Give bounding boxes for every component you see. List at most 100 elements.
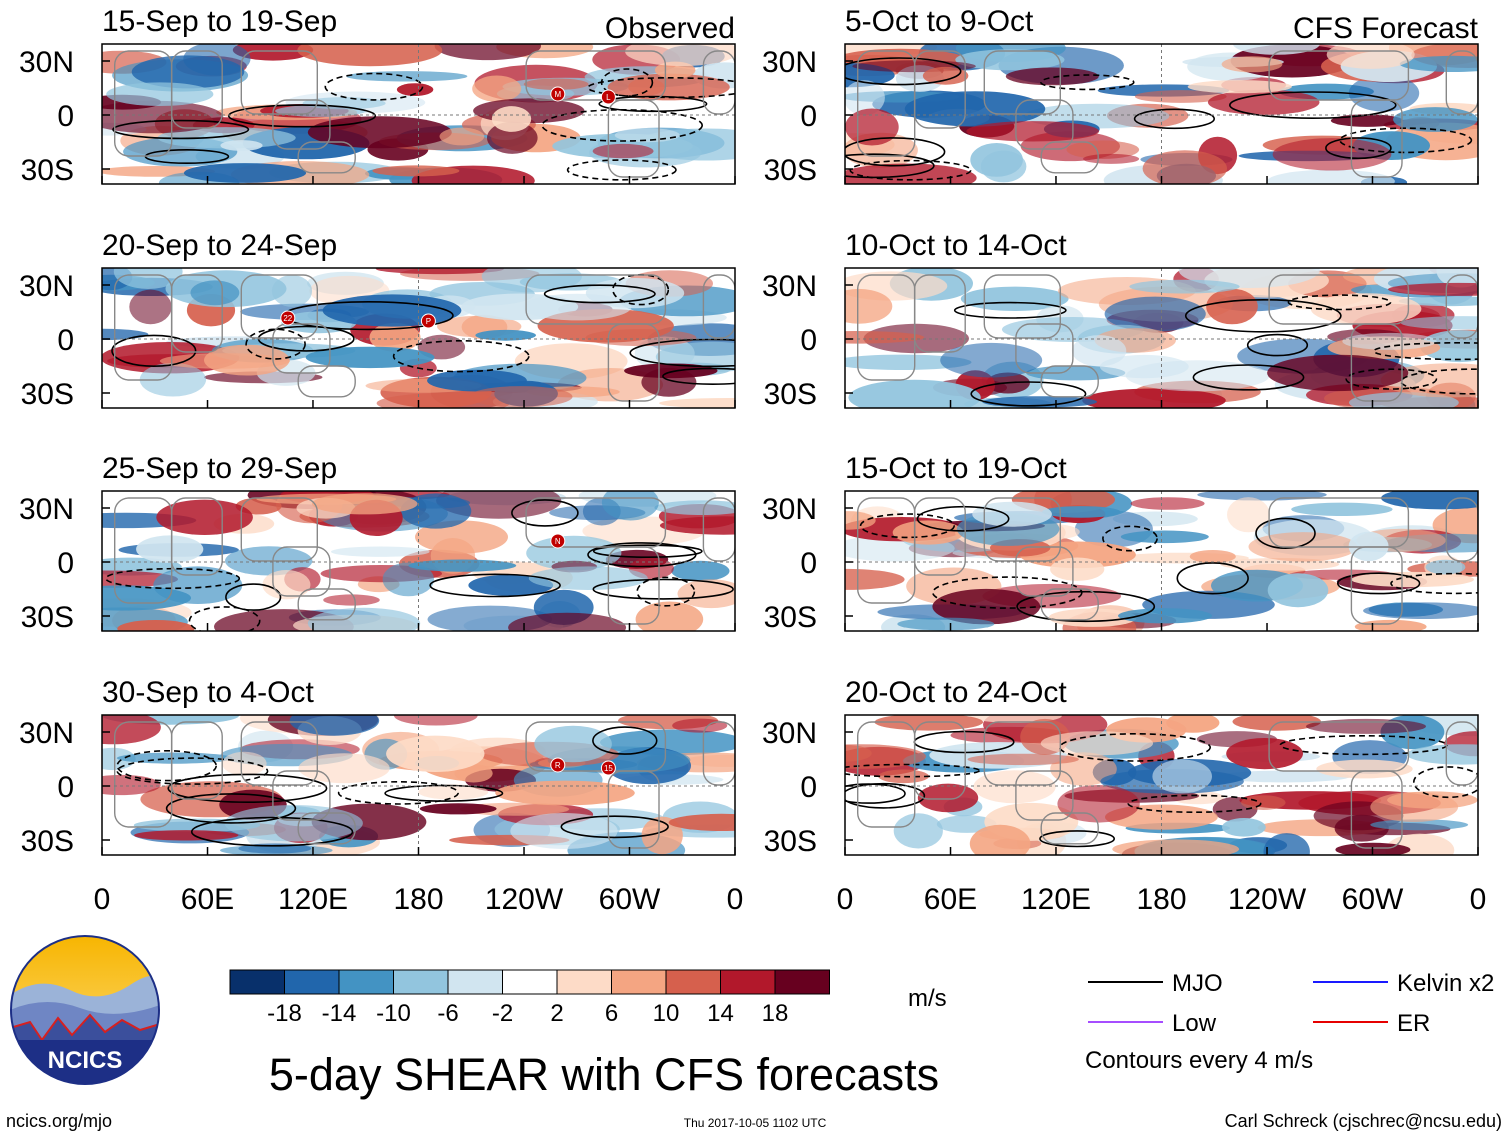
mjo-contour bbox=[849, 159, 972, 181]
storm-label: 22 bbox=[283, 314, 292, 323]
mjo-contour bbox=[105, 567, 241, 590]
forecast-panel-4: 20-Oct to 24-Oct 30N 0 30S bbox=[762, 676, 1479, 858]
coastline bbox=[170, 274, 223, 353]
mjo-contour bbox=[384, 784, 504, 802]
lat-label: 0 bbox=[800, 100, 817, 133]
lat-label: 0 bbox=[800, 547, 817, 580]
shear-anomaly-blob bbox=[417, 334, 466, 360]
panel-period: 15-Sep to 19-Sep bbox=[102, 5, 337, 38]
shear-anomaly-blob bbox=[134, 830, 239, 841]
coastline bbox=[272, 770, 331, 821]
shear-anomaly-blob bbox=[427, 369, 527, 392]
shear-anomaly-blob bbox=[1310, 293, 1422, 325]
coastline bbox=[702, 274, 735, 339]
mjo-contour bbox=[429, 573, 561, 598]
coastline bbox=[1350, 323, 1403, 402]
coastline bbox=[170, 50, 223, 129]
shear-anomaly-blob bbox=[936, 815, 997, 833]
shear-anomaly-blob bbox=[307, 607, 421, 631]
storm-label: M bbox=[554, 90, 561, 99]
shear-anomaly-blob bbox=[1342, 332, 1437, 350]
lat-label: 30S bbox=[764, 154, 817, 187]
shear-anomaly-blob bbox=[966, 121, 1100, 142]
shear-anomaly-blob bbox=[1387, 791, 1478, 809]
colorbar-level: -10 bbox=[376, 1000, 411, 1027]
shear-anomaly-blob bbox=[1399, 55, 1478, 72]
coastline bbox=[170, 721, 223, 800]
shear-anomaly-blob bbox=[454, 764, 493, 783]
shear-anomaly-blob bbox=[419, 803, 497, 815]
colorbar-level: 2 bbox=[550, 1000, 563, 1027]
shear-anomaly-blob bbox=[671, 560, 730, 582]
lat-label: 0 bbox=[57, 547, 74, 580]
mjo-contour bbox=[324, 72, 424, 101]
mjo-contour bbox=[845, 137, 946, 167]
coastline bbox=[525, 274, 667, 325]
mjo-contour bbox=[116, 757, 269, 785]
lon-label: 180 bbox=[1136, 883, 1186, 916]
shear-anomaly-blob bbox=[932, 588, 1041, 625]
shear-anomaly-blob bbox=[481, 268, 582, 293]
coastline bbox=[1040, 812, 1099, 845]
shear-anomaly-blob bbox=[528, 566, 648, 590]
shear-anomaly-blob bbox=[955, 49, 1065, 71]
coastline bbox=[983, 721, 1061, 786]
mjo-contour bbox=[1176, 562, 1249, 595]
mjo-contour bbox=[636, 576, 696, 607]
legend-label: Low bbox=[1172, 1010, 1217, 1037]
mjo-contour bbox=[1287, 294, 1392, 311]
shear-anomaly-blob bbox=[323, 594, 380, 606]
shear-anomaly-blob bbox=[845, 288, 893, 324]
lat-label: 30N bbox=[19, 493, 74, 526]
logo-text: NCICS bbox=[48, 1047, 123, 1074]
shear-anomaly-blob bbox=[659, 398, 735, 408]
lat-label: 30S bbox=[764, 825, 817, 858]
panels: M L 15-Sep to 19-Sep 30N 0 30S 22 P 20-Sep to 24… bbox=[19, 5, 1486, 916]
shear-anomaly-blob bbox=[1057, 785, 1140, 823]
shear-anomaly-blob bbox=[204, 344, 290, 376]
shear-anomaly-blob bbox=[106, 82, 214, 106]
panel-period: 30-Sep to 4-Oct bbox=[102, 676, 314, 709]
shear-anomaly-blob bbox=[1099, 354, 1189, 379]
mjo-contour bbox=[541, 109, 704, 142]
lon-label: 0 bbox=[94, 883, 111, 916]
shear-anomaly-blob bbox=[1398, 296, 1478, 307]
coastline bbox=[913, 497, 966, 576]
mjo-contour bbox=[1255, 517, 1316, 549]
shear-anomaly-blob bbox=[893, 813, 943, 849]
shear-anomaly-blob bbox=[1005, 67, 1099, 86]
storm-label: R bbox=[555, 761, 561, 770]
legend-label: MJO bbox=[1172, 970, 1223, 997]
shear-anomaly-blob bbox=[917, 783, 979, 813]
shear-anomaly-blob bbox=[845, 568, 905, 590]
colorbar-level: -14 bbox=[322, 1000, 357, 1027]
shear-anomaly-blob bbox=[153, 566, 243, 604]
coastline bbox=[297, 365, 356, 398]
mjo-contour bbox=[931, 576, 1083, 609]
shear-anomaly-blob bbox=[659, 516, 735, 535]
observed-panel-2: 22 P 20-Sep to 24-Sep 30N 0 30S bbox=[19, 229, 736, 411]
footer-timestamp: Thu 2017-10-05 1102 UTC bbox=[684, 1116, 827, 1130]
shear-anomaly-blob bbox=[973, 770, 1056, 804]
lat-label: 30N bbox=[762, 46, 817, 79]
shear-anomaly-blob bbox=[102, 774, 161, 796]
coastline bbox=[913, 274, 966, 353]
coastline bbox=[1268, 497, 1410, 548]
coastline bbox=[607, 546, 660, 625]
storm-marker bbox=[550, 533, 566, 549]
mjo-contour bbox=[1133, 108, 1215, 130]
shear-anomaly-blob bbox=[878, 769, 929, 784]
shear-anomaly-blob bbox=[382, 562, 434, 597]
shear-anomaly-blob bbox=[1316, 759, 1413, 779]
shear-anomaly-blob bbox=[305, 346, 435, 369]
colorbar-level: 14 bbox=[707, 1000, 734, 1027]
shear-anomaly-blob bbox=[1120, 530, 1209, 544]
shear-anomaly-blob bbox=[1370, 819, 1469, 831]
shear-anomaly-blob bbox=[607, 73, 730, 101]
shear-anomaly-blob bbox=[1267, 573, 1329, 608]
mjo-contour bbox=[859, 513, 956, 539]
mjo-contour bbox=[511, 499, 579, 527]
shear-anomaly-blob bbox=[635, 601, 704, 631]
forecast-panel-3: 15-Oct to 19-Oct 30N 0 30S bbox=[762, 452, 1479, 634]
lat-label: 30S bbox=[764, 601, 817, 634]
